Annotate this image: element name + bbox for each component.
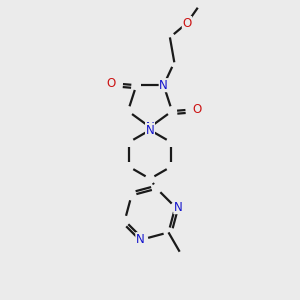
Text: N: N (146, 121, 154, 134)
Text: N: N (174, 201, 183, 214)
Text: O: O (192, 103, 202, 116)
Text: N: N (146, 124, 154, 136)
Text: O: O (107, 77, 116, 90)
Text: O: O (182, 16, 192, 30)
Text: N: N (159, 79, 168, 92)
Text: N: N (136, 233, 145, 246)
